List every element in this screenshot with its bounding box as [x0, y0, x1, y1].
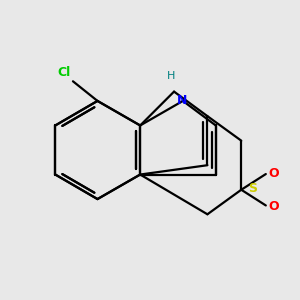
Text: O: O — [269, 167, 279, 180]
Text: H: H — [167, 71, 175, 81]
Text: Cl: Cl — [57, 66, 70, 79]
Text: N: N — [176, 94, 187, 107]
Text: S: S — [248, 182, 257, 195]
Text: O: O — [269, 200, 279, 213]
